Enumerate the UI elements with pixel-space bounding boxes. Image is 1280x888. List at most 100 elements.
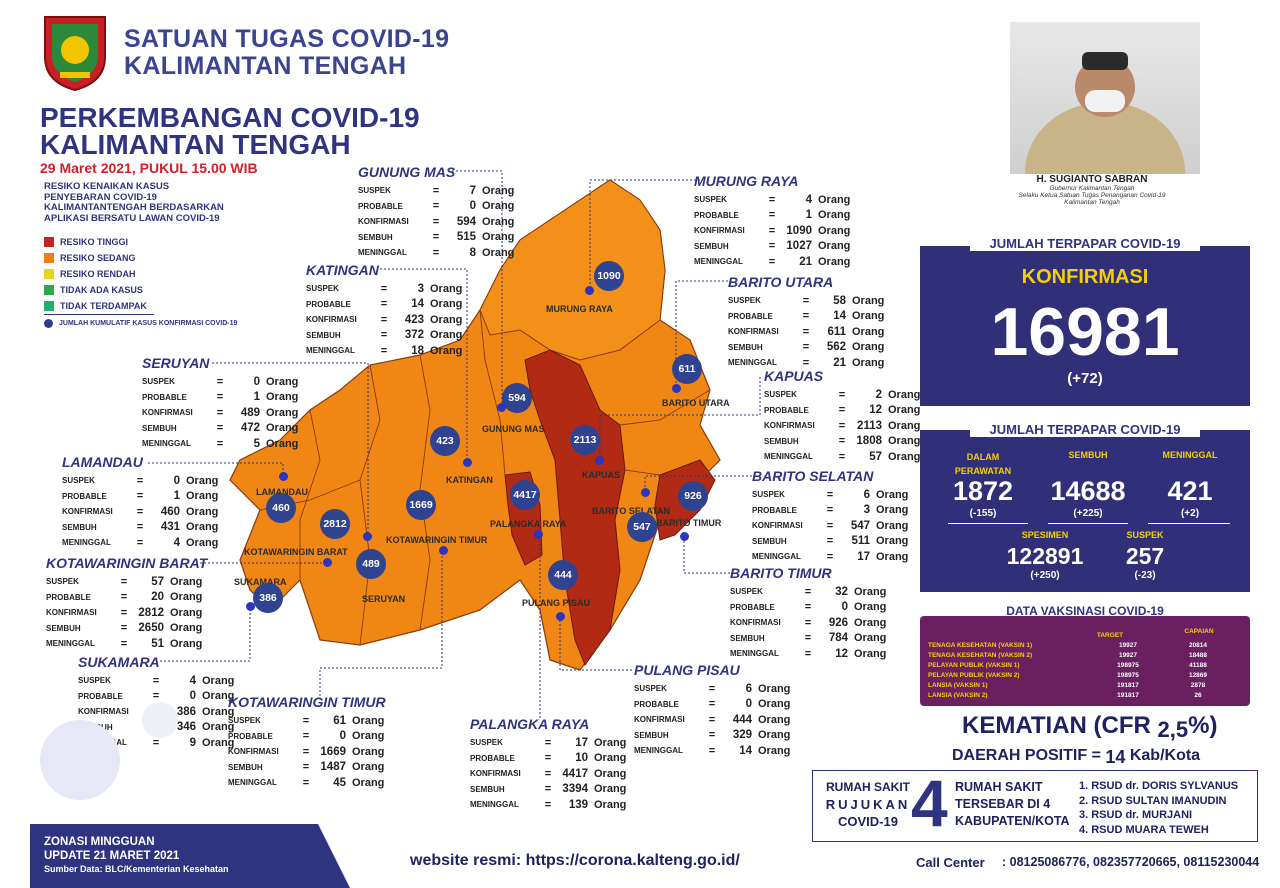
map-count-kotawaringin-timur: 1669 — [406, 490, 436, 520]
legend-label: RESIKO TINGGI — [60, 237, 129, 247]
rs-item: 4. RSUD MUARA TEWEH — [1079, 823, 1209, 836]
region-kotawaringin-timur: KOTAWARINGIN TIMUR SUSPEK = 61 Orang PROBAB… — [228, 694, 386, 789]
suspek-label: SUSPEK — [1126, 530, 1164, 540]
meninggal-label: MENINGGAL — [1162, 450, 1218, 460]
map-label-katingan: KATINGAN — [446, 475, 493, 485]
meninggal-value: 421 — [1167, 476, 1213, 506]
suspek-delta: (-23) — [1134, 570, 1156, 581]
region-kapuas: KAPUAS SUSPEK = 2 Orang PROBABLE = 12 Orang KO… — [764, 368, 921, 463]
region-name: BARITO UTARA — [728, 274, 834, 290]
region-pulang-pisau: PULANG PISAU SUSPEK = 6 Orang PROBABLE = 0 Ora… — [634, 662, 791, 757]
sembuh-delta: (+225) — [1073, 508, 1103, 519]
region-name: KATINGAN — [306, 262, 379, 278]
region-kotawaringin-barat: KOTAWARINGIN BARAT SUSPEK = 57 Orang PROBAB… — [46, 555, 208, 650]
swatch-rendah — [44, 269, 54, 279]
region-murung-raya: MURUNG RAYA SUSPEK = 4 Orang PROBABLE = 1 Oran… — [694, 173, 851, 268]
zonasi-update: UPDATE 21 MARET 2021 — [44, 850, 180, 862]
region-name: BARITO SELATAN — [752, 468, 874, 484]
vax-row: LANSIA (VAKSIN 1) 191817 2878 — [928, 682, 1206, 689]
legend-label: TIDAK ADA KASUS — [60, 285, 143, 295]
divider — [948, 523, 1028, 524]
map-count-murung-raya: 1090 — [594, 261, 624, 291]
map-label-kapuas: KAPUAS — [582, 470, 621, 480]
map-pin — [585, 286, 594, 295]
region-barito-timur: BARITO TIMUR SUSPEK = 32 Orang PROBABLE = 0 Or… — [730, 565, 887, 660]
provincial-emblem — [40, 12, 110, 92]
map-count-sukamara: 386 — [253, 583, 283, 613]
governor-caption: H. SUGIANTO SABRAN Gubernur Kalimantan T… — [1018, 174, 1166, 206]
report-date: 29 Maret 2021, PUKUL 15.00 WIB — [40, 160, 258, 176]
col-capaian: CAPAIAN — [1184, 628, 1214, 635]
dot-icon — [44, 319, 53, 328]
region-name: GUNUNG MAS — [358, 164, 456, 180]
rs-left2: RUJUKAN — [825, 797, 911, 812]
panel-title: JUMLAH TERPAPAR COVID-19 — [970, 422, 1200, 437]
map-label-barito-timur: BARITO TIMUR — [656, 518, 722, 528]
map-count-seruyan: 489 — [356, 549, 386, 579]
rs-left3: COVID-19 — [838, 814, 898, 829]
map-pin — [463, 458, 472, 467]
daerah-positif-line: DAERAH POSITIF = 14 Kab/Kota — [952, 747, 1201, 767]
konfirmasi-total: 16981 — [990, 294, 1180, 370]
website-link[interactable]: website resmi: https://corona.kalteng.go… — [410, 852, 740, 869]
map-label-pulang-pisau: PULANG PISAU — [522, 598, 591, 608]
map-pin — [534, 530, 543, 539]
region-barito-selatan: BARITO SELATAN SUSPEK = 6 Orang PROBABLE = 3 O… — [752, 468, 909, 563]
map-label-barito-utara: BARITO UTARA — [662, 398, 730, 408]
perawatan-label: DALAM PERAWATAN — [954, 452, 1012, 476]
page-title: PERKEMBANGAN COVID-19 KALIMANTAN TENGAH — [40, 102, 420, 160]
map-pin — [497, 403, 506, 412]
rs-mid3: KABUPATEN/KOTA — [955, 814, 1070, 828]
map-pin — [363, 532, 372, 541]
map-label-sukamara: SUKAMARA — [234, 577, 287, 587]
swatch-sedang — [44, 253, 54, 263]
map-pin — [672, 384, 681, 393]
vax-row: TENAGA KESEHATAN (VAKSIN 2) 19927 18488 — [928, 652, 1208, 659]
divider — [1048, 523, 1128, 524]
spesimen-value: 122891 — [1006, 543, 1084, 569]
region-gunung-mas: GUNUNG MAS SUSPEK = 7 Orang PROBABLE = 0 Orang… — [358, 164, 515, 259]
rs-item: 3. RSUD dr. MURJANI — [1079, 809, 1193, 821]
region-lamandau: LAMANDAU SUSPEK = 0 Orang PROBABLE = 1 Orang K… — [62, 454, 219, 549]
map-label-kotawaringin-timur: KOTAWARINGIN TIMUR — [386, 535, 488, 545]
vax-row: PELAYAN PUBLIK (VAKSIN 1) 198975 41188 — [928, 662, 1207, 669]
map-count-kotawaringin-barat: 2812 — [320, 509, 350, 539]
region-name: KAPUAS — [764, 368, 824, 384]
divider — [1148, 523, 1230, 524]
region-name: SERUYAN — [142, 355, 210, 371]
legend-label: RESIKO RENDAH — [60, 269, 136, 279]
map-pin — [680, 532, 689, 541]
vaksinasi-title: DATA VAKSINASI COVID-19 — [1006, 604, 1164, 618]
map-count-pulang-pisau: 444 — [548, 560, 578, 590]
region-palangka-raya: PALANGKA RAYA SUSPEK = 17 Orang PROBABLE = 10… — [470, 716, 627, 811]
rs-item: 1. RSUD dr. DORIS SYLVANUS — [1079, 780, 1239, 792]
map-label-barito-selatan: BARITO SELATAN — [592, 506, 670, 516]
zonasi-title: ZONASI MINGGUAN — [44, 836, 155, 848]
perawatan-value: 1872 — [952, 476, 1014, 506]
region-katingan: KATINGAN SUSPEK = 3 Orang PROBABLE = 14 Orang … — [306, 262, 463, 357]
kematian-line: KEMATIAN (CFR 2,5%) — [962, 712, 1218, 742]
col-target: TARGET — [1096, 632, 1124, 639]
map-pin — [439, 546, 448, 555]
vaksinasi-table: TARGET CAPAIAN TENAGA KESEHATAN (VAKSIN … — [920, 616, 1250, 706]
legend-label: RESIKO SEDANG — [60, 253, 136, 263]
rs-left1: RUMAH SAKIT — [826, 780, 910, 794]
region-barito-utara: BARITO UTARA SUSPEK = 58 Orang PROBABLE = 14 O… — [728, 274, 885, 369]
meninggal-delta: (+2) — [1180, 508, 1200, 519]
governor-photo — [1010, 22, 1200, 174]
konfirmasi-delta: (+72) — [1067, 370, 1103, 387]
map-label-gunung-mas: GUNUNG MAS — [482, 424, 545, 434]
suspek-value: 257 — [1125, 543, 1165, 569]
region-name: LAMANDAU — [62, 454, 143, 470]
legend-divider — [44, 314, 154, 315]
dot-legend: JUMLAH KUMULATIF KASUS KONFIRMASI COVID-… — [44, 319, 237, 328]
vax-row: PELAYAN PUBLIK (VAKSIN 2) 198975 12869 — [928, 672, 1208, 679]
sembuh-label: SEMBUH — [1068, 450, 1108, 460]
map-label-palangka-raya: PALANGKA RAYA — [490, 519, 567, 529]
konfirmasi-label: KONFIRMASI — [1021, 266, 1149, 288]
region-name: MURUNG RAYA — [694, 173, 799, 189]
map-label-seruyan: SERUYAN — [362, 594, 406, 604]
map-pin — [595, 456, 604, 465]
rs-mid2: TERSEBAR DI 4 — [955, 797, 1051, 811]
vax-row: TENAGA KESEHATAN (VAKSIN 1) 19927 20814 — [928, 642, 1208, 649]
